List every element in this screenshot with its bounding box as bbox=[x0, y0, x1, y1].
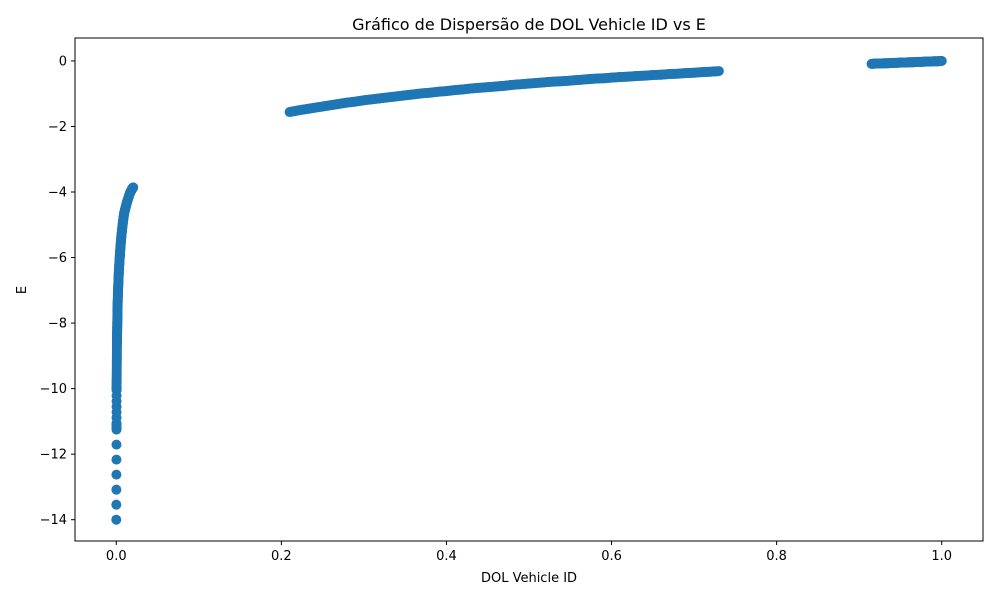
y-tick-label: −6 bbox=[48, 251, 67, 266]
y-tick-label: −8 bbox=[48, 317, 67, 332]
x-tick-label: 1.0 bbox=[931, 549, 952, 564]
chart-title: Gráfico de Dispersão de DOL Vehicle ID v… bbox=[352, 15, 706, 34]
y-tick-label: 0 bbox=[59, 54, 67, 69]
x-tick-label: 0.0 bbox=[106, 549, 127, 564]
y-tick-label: −14 bbox=[40, 513, 67, 528]
y-tick-label: −2 bbox=[48, 120, 67, 135]
y-tick-label: −12 bbox=[40, 448, 67, 463]
x-tick-label: 0.8 bbox=[766, 549, 787, 564]
plot-frame bbox=[74, 37, 984, 542]
scatter-point bbox=[111, 499, 122, 510]
scatter-point bbox=[111, 514, 122, 525]
x-tick-label: 0.4 bbox=[436, 549, 457, 564]
y-axis-label: E bbox=[15, 286, 30, 294]
x-tick-label: 0.2 bbox=[271, 549, 292, 564]
x-axis-label: DOL Vehicle ID bbox=[481, 571, 577, 586]
scatter-point bbox=[936, 55, 947, 66]
data-points bbox=[111, 55, 947, 525]
y-tick-label: −10 bbox=[40, 382, 67, 397]
x-tick-label: 0.6 bbox=[601, 549, 622, 564]
scatter-point bbox=[128, 182, 139, 193]
y-tick-label: −4 bbox=[48, 186, 67, 201]
scatter-point bbox=[111, 469, 122, 480]
x-axis-ticks: 0.0 0.2 0.4 0.6 0.8 1.0 bbox=[106, 541, 952, 564]
scatter-point bbox=[111, 454, 122, 465]
scatter-point bbox=[713, 66, 724, 77]
scatter-point bbox=[111, 439, 122, 450]
y-axis-ticks: 0 −2 −4 −6 −8 −10 −12 −14 bbox=[40, 54, 75, 528]
scatter-point bbox=[111, 484, 122, 495]
